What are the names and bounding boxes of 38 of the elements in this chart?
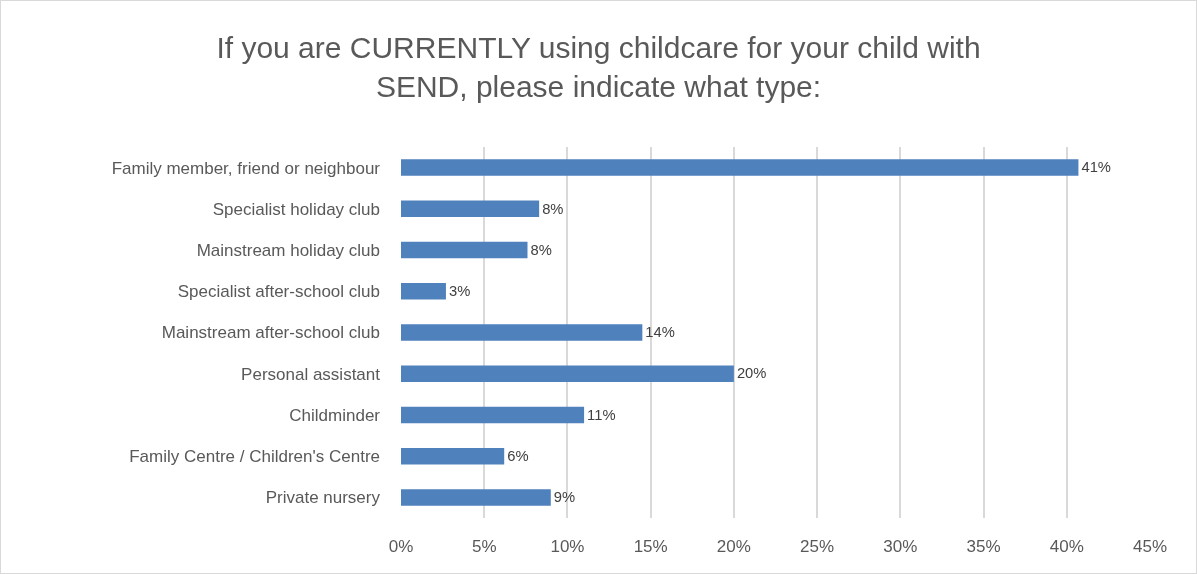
y-tick-label: Family member, friend or neighbour — [111, 158, 381, 178]
data-label: 20% — [736, 365, 767, 382]
bar — [401, 159, 1079, 176]
bar — [401, 283, 446, 300]
bar — [401, 447, 505, 465]
data-label: 6% — [507, 447, 529, 464]
data-label: 8% — [542, 200, 564, 217]
y-tick-label: Childminder — [289, 405, 381, 425]
y-tick-label: Specialist holiday club — [212, 199, 380, 219]
x-tick-label: 35% — [966, 537, 1001, 556]
y-tick-label: Family Centre / Children's Centre — [129, 447, 380, 467]
data-label: 9% — [553, 489, 576, 506]
x-tick-label: 40% — [1049, 537, 1084, 556]
bar — [401, 241, 528, 259]
y-tick-label: Private nursery — [265, 488, 381, 508]
data-label: 11% — [587, 406, 616, 423]
bar — [401, 200, 540, 218]
x-tick-label: 30% — [883, 537, 918, 556]
x-tick-label: 5% — [471, 537, 497, 556]
chart-title: If you are CURRENTLY using childcare for your child with SEND, please indicate what type: — [216, 31, 981, 104]
data-label: 14% — [645, 324, 675, 341]
data-label: 8% — [530, 241, 552, 258]
x-tick-label: 25% — [800, 537, 835, 556]
bar — [401, 489, 551, 506]
bar — [401, 406, 585, 424]
y-tick-label: Personal assistant — [241, 364, 381, 384]
bar — [401, 365, 734, 382]
x-tick-label: 45% — [1132, 537, 1168, 556]
bar — [401, 324, 643, 341]
y-tick-label: Specialist after-school club — [177, 282, 380, 302]
y-tick-label: Mainstream holiday club — [196, 241, 380, 261]
data-label: 41% — [1081, 159, 1111, 176]
x-tick-label: 10% — [550, 537, 585, 556]
data-label: 3% — [448, 283, 471, 300]
x-tick-label: 0% — [388, 537, 414, 556]
x-tick-label: 20% — [716, 537, 751, 556]
y-tick-label: Mainstream after-school club — [161, 323, 380, 343]
x-tick-label: 15% — [633, 537, 668, 556]
